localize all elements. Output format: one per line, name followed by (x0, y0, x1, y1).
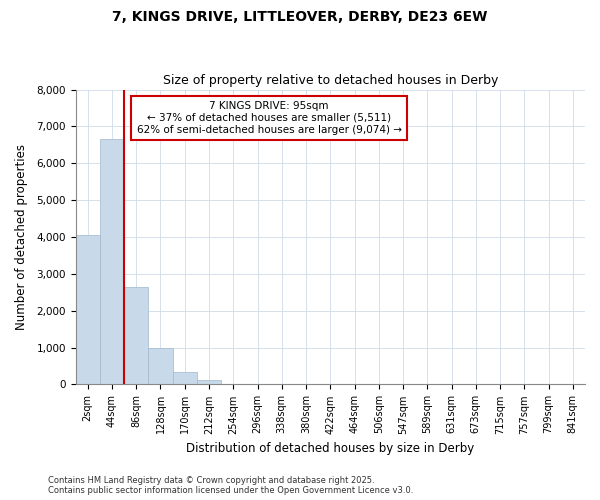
Text: Contains HM Land Registry data © Crown copyright and database right 2025.
Contai: Contains HM Land Registry data © Crown c… (48, 476, 413, 495)
Title: Size of property relative to detached houses in Derby: Size of property relative to detached ho… (163, 74, 498, 87)
Bar (124, 287, 148, 384)
Bar (100, 140, 124, 384)
X-axis label: Distribution of detached houses by size in Derby: Distribution of detached houses by size … (186, 442, 475, 455)
Text: 7 KINGS DRIVE: 95sqm
← 37% of detached houses are smaller (5,511)
62% of semi-de: 7 KINGS DRIVE: 95sqm ← 37% of detached h… (137, 102, 401, 134)
Text: 7, KINGS DRIVE, LITTLEOVER, DERBY, DE23 6EW: 7, KINGS DRIVE, LITTLEOVER, DERBY, DE23 … (112, 10, 488, 24)
Bar (76, 235, 100, 384)
Bar (197, 380, 221, 384)
Bar (173, 372, 197, 384)
Y-axis label: Number of detached properties: Number of detached properties (15, 144, 28, 330)
Bar (148, 348, 173, 385)
